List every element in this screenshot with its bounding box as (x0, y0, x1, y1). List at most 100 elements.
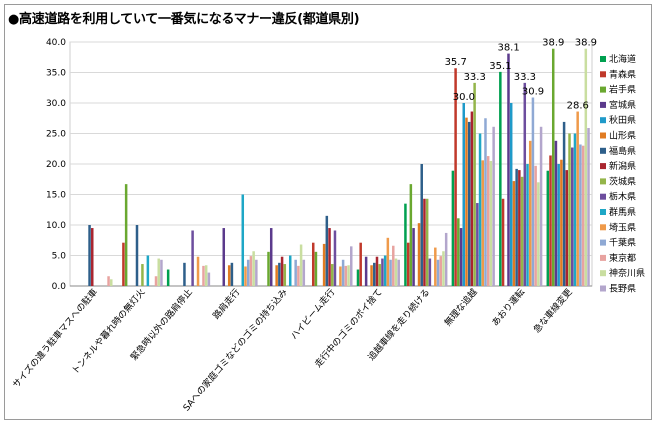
legend-swatch (600, 224, 606, 231)
data-label: 28.6 (567, 101, 589, 112)
bar-7-4 (280, 256, 284, 286)
bar-1-8 (454, 68, 457, 286)
bar-10-6 (383, 255, 387, 286)
bar-2-10 (551, 48, 555, 287)
bar-14-9 (537, 182, 540, 286)
bar-14-8 (489, 160, 493, 286)
y-tick-label: 5.0 (52, 252, 67, 262)
bar-14-0 (110, 279, 113, 286)
legend-swatch (600, 163, 606, 170)
y-tick-label: 10.0 (46, 221, 66, 231)
bar-6-6 (373, 262, 376, 286)
bar-6-1 (135, 225, 139, 286)
bar-2-5 (314, 251, 318, 286)
bar-3-6 (364, 256, 368, 286)
bar-13-3 (249, 256, 253, 286)
chart-title: ●高速道路を利用していて一番気になるマナー違反(都道県別) (8, 12, 360, 27)
bar-4-10 (557, 164, 560, 286)
bar-11-3 (244, 266, 247, 286)
legend-label: 茨城県 (609, 175, 636, 187)
category-label: 路肩走行 (210, 286, 242, 321)
bar-14-7 (442, 251, 445, 286)
bar-5-10 (560, 159, 563, 286)
legend-label: 群馬県 (609, 206, 636, 218)
data-label: 30.9 (522, 87, 544, 98)
bar-13-4 (297, 265, 300, 286)
legend-label: 宮城県 (609, 99, 636, 111)
bar-9-7 (428, 258, 432, 286)
bar-8-5 (331, 264, 334, 286)
category-label: サイズの違う駐車マスへの駐車 (10, 286, 100, 390)
bar-7-8 (470, 111, 474, 286)
bar-1-10 (549, 155, 552, 286)
bar-1-7 (406, 242, 410, 286)
bar-15-5 (350, 246, 353, 286)
bar-8-10 (568, 133, 571, 286)
bar-7-10 (565, 170, 569, 286)
bar-4-8 (462, 103, 465, 286)
bar-5-5 (322, 243, 326, 286)
bar-12-5 (341, 259, 345, 286)
bar-2-7 (409, 184, 413, 286)
bar-6-3 (230, 262, 234, 286)
bar-12-3 (246, 259, 250, 286)
bar-6-5 (325, 215, 329, 286)
bar-7-6 (375, 256, 379, 286)
category-label: あおり運転 (490, 287, 527, 329)
bar-8-9 (520, 176, 524, 286)
bar-5-7 (417, 223, 421, 286)
legend-swatch (600, 239, 606, 246)
y-tick-label: 40.0 (46, 38, 66, 48)
legend-label: 秋田県 (609, 114, 636, 126)
bar-7-7 (423, 198, 426, 286)
y-tick-label: 25.0 (46, 130, 66, 140)
legend-swatch (600, 71, 606, 78)
bar-15-6 (397, 259, 400, 286)
data-label: 33.3 (464, 72, 486, 83)
legend-swatch (600, 270, 606, 277)
bar-13-5 (344, 265, 348, 286)
bar-11-6 (386, 237, 390, 286)
bar-13-8 (486, 156, 490, 286)
bar-8-6 (378, 264, 381, 286)
bar-7-9 (518, 170, 521, 286)
bar-3-4 (269, 228, 273, 286)
bar-14-1 (157, 258, 160, 286)
bar-5-4 (275, 265, 278, 286)
data-label: 38.9 (542, 38, 564, 49)
bar-6-0 (88, 225, 91, 286)
bar-0-2 (166, 269, 170, 286)
legend-swatch (600, 117, 606, 124)
bar-14-6 (394, 258, 398, 286)
bar-1-6 (359, 242, 362, 286)
y-tick-label: 30.0 (46, 99, 66, 109)
bar-6-4 (278, 262, 281, 286)
bar-12-6 (389, 259, 392, 286)
data-label: 30.0 (453, 92, 475, 103)
bar-5-8 (465, 117, 468, 286)
bar-11-8 (481, 160, 485, 286)
legend-swatch (600, 101, 606, 108)
bar-13-7 (439, 256, 442, 286)
bar-7-5 (328, 228, 331, 286)
legend-label: 神奈川県 (609, 267, 645, 279)
legend-label: 山形県 (609, 130, 636, 142)
bar-5-9 (512, 181, 516, 286)
legend-label: 福島県 (609, 145, 636, 157)
bar-15-7 (444, 232, 448, 286)
legend-swatch (600, 147, 606, 154)
legend-label: 埼玉県 (609, 221, 636, 233)
bar-12-9 (531, 97, 535, 286)
bar-8-4 (283, 264, 287, 286)
bar-9-8 (476, 203, 479, 286)
legend-swatch (600, 193, 606, 200)
bar-13-1 (154, 276, 158, 286)
bar-0-7 (404, 203, 407, 286)
bar-9-6 (381, 258, 384, 286)
bar-13-10 (581, 145, 585, 286)
data-label: 35.1 (489, 61, 511, 72)
bar-11-7 (434, 247, 437, 286)
bar-10-9 (526, 164, 529, 286)
bar-6-10 (562, 121, 566, 286)
